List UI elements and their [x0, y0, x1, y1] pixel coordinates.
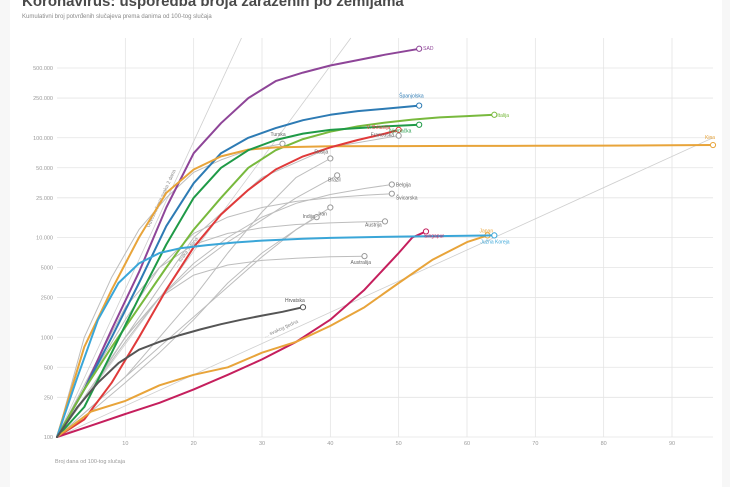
y-tick-label: 250 — [44, 395, 53, 401]
series-end-marker — [381, 218, 389, 225]
series-label: Iran — [318, 211, 327, 217]
y-tick-label: 250.000 — [33, 96, 53, 102]
y-tick-label: 25.000 — [36, 196, 53, 202]
x-tick-label: 10 — [122, 441, 128, 447]
series-end-marker — [416, 121, 423, 128]
reference-line — [56, 37, 352, 438]
y-tick-label: 500 — [44, 365, 53, 371]
series-line — [56, 143, 283, 438]
series-end-marker — [395, 126, 402, 133]
series-end-marker — [334, 172, 341, 179]
x-tick-label: 40 — [327, 441, 333, 447]
y-tick-label: 1000 — [41, 335, 53, 341]
x-tick-label: 80 — [601, 441, 607, 447]
series-line — [56, 104, 421, 438]
y-tick-label: 2500 — [41, 296, 53, 302]
series-label: Rusija — [314, 149, 328, 155]
chart-title: Koronavirus: usporedba broja zaraženih p… — [22, 0, 404, 10]
x-tick-label: 60 — [464, 441, 470, 447]
series-label: V. Britanija — [367, 125, 391, 131]
series-label: Švicarska — [396, 195, 418, 202]
series-line — [56, 216, 318, 438]
series-line — [56, 234, 489, 438]
series-line — [56, 47, 421, 438]
series-line — [56, 234, 496, 438]
y-tick-label: 100 — [44, 435, 53, 441]
series-label: Turska — [271, 132, 286, 138]
series-label: Belgija — [396, 182, 411, 188]
series-label: Južna Koreja — [480, 239, 509, 245]
series-line — [56, 123, 421, 438]
series-line — [56, 255, 365, 438]
series-label: Singapur — [424, 233, 444, 239]
series-line — [56, 193, 393, 438]
series-line — [56, 184, 393, 438]
series-end-marker — [279, 140, 286, 147]
series-end-marker — [416, 45, 423, 52]
x-axis-label: Broj dana od 100-tog slučaja — [55, 459, 126, 465]
series-line — [56, 306, 304, 438]
series-end-marker — [299, 304, 307, 311]
series-line — [56, 128, 400, 438]
reference-line — [56, 137, 714, 438]
series-end-marker — [388, 181, 395, 188]
series-label: Australija — [351, 260, 372, 266]
series-label: Brazil — [328, 177, 341, 183]
x-tick-label: 70 — [532, 441, 538, 447]
y-tick-label: 100.000 — [33, 136, 53, 142]
series-line — [56, 113, 496, 438]
series-end-marker — [361, 253, 368, 260]
y-tick-label: 10.000 — [36, 236, 53, 242]
series-end-marker — [491, 111, 498, 118]
chart-subtitle: Kumulativni broj potvrđenih slučajeva pr… — [22, 14, 212, 20]
series-end-marker — [422, 228, 430, 235]
series-label: Japan — [480, 228, 494, 234]
series-end-marker — [709, 141, 717, 149]
series-label: SAD — [423, 46, 434, 52]
series-end-marker — [388, 190, 395, 197]
series-end-marker — [416, 102, 423, 109]
x-tick-label: 90 — [669, 441, 675, 447]
x-tick-label: 50 — [396, 441, 402, 447]
series-end-marker — [327, 204, 334, 211]
series-label: Austrija — [365, 222, 382, 228]
x-tick-label: 30 — [259, 441, 265, 447]
y-tick-label: 50.000 — [36, 166, 53, 172]
series-label: Hrvatska — [285, 298, 305, 304]
series-label: Kina — [705, 135, 715, 141]
y-tick-label: 500.000 — [33, 66, 53, 72]
series-label: Njemačka — [389, 129, 411, 135]
series-end-marker — [491, 232, 498, 239]
series-line — [56, 144, 714, 438]
y-tick-label: 5000 — [41, 266, 53, 272]
series-line — [56, 220, 386, 438]
reference-line — [56, 37, 242, 438]
series-end-marker — [327, 155, 334, 162]
series-label: Indija — [303, 214, 315, 220]
series-label: Francuska — [371, 133, 395, 139]
series-label: Španjolska — [399, 93, 424, 100]
series-label: Italija — [497, 113, 509, 119]
x-tick-label: 20 — [191, 441, 197, 447]
series-end-marker — [395, 132, 402, 139]
series-line — [56, 230, 427, 438]
